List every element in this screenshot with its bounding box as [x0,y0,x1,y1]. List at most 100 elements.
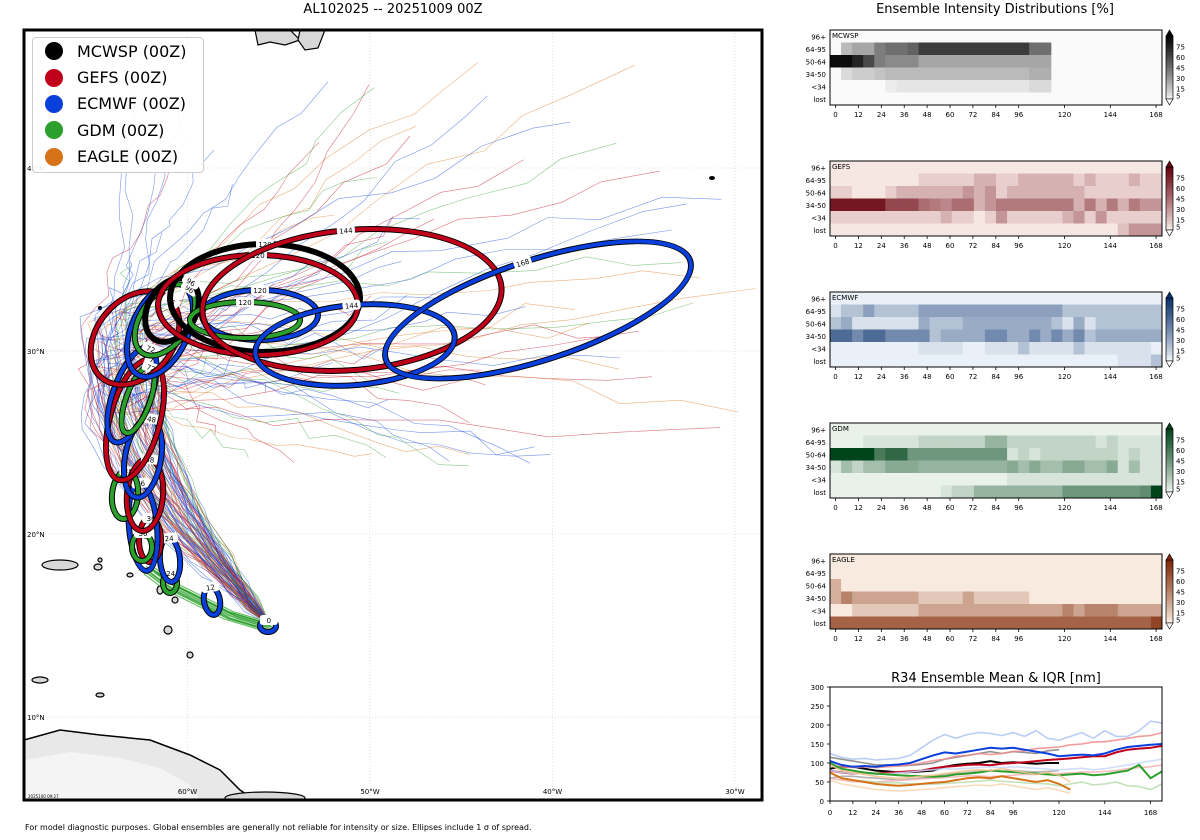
heatmap-xtick-label-2-8: 96 [1014,373,1023,381]
heatmap-xtick-label-0-10: 144 [1104,111,1118,119]
heat-cell-2-5-11 [951,354,964,368]
heat-cell-2-0-28 [1139,292,1152,305]
colorbar-seg-0-19 [1166,36,1173,40]
heat-cell-1-0-23 [1084,161,1096,174]
heat-cell-4-4-5 [885,604,897,617]
colorbar-tick-0-5: 5 [1176,93,1180,101]
heat-cell-3-4-9 [929,473,942,486]
heat-cell-0-5-3 [863,92,875,106]
ellipse-label-17: 120 [258,241,271,249]
heat-cell-2-0-6 [896,292,908,305]
heat-cell-1-2-1 [841,186,853,199]
heat-cell-2-5-14 [984,354,997,368]
heat-cell-3-5-15 [996,485,1008,499]
heat-cell-4-1-10 [940,566,953,580]
heatmap-xtick-label-2-3: 36 [900,373,909,381]
heat-cell-0-2-3 [863,55,875,68]
heat-cell-4-4-26 [1117,604,1130,617]
heat-cell-1-2-23 [1084,186,1096,199]
heat-cell-2-1-17 [1018,304,1030,318]
heat-cell-2-2-3 [863,317,875,330]
heat-cell-0-1-15 [996,42,1008,56]
heatmap-row-label-4-3: 34-50 [806,595,826,603]
heat-cell-2-5-6 [896,354,908,368]
heatmap-xtick-label-0-6: 72 [968,111,977,119]
colorbar-seg-2-11 [1166,323,1173,327]
heat-cell-0-3-6 [896,67,908,81]
heatmap-row-label-3-5: lost [813,489,826,497]
heat-cell-4-0-13 [973,554,986,567]
heat-cell-4-0-16 [1007,554,1019,567]
heat-cell-1-5-9 [929,223,942,237]
heat-cell-0-2-19 [1040,55,1052,68]
heat-cell-3-4-18 [1029,473,1041,486]
map-title: AL102025 -- 20251009 00Z [303,2,483,17]
heatmap-xtick-label-1-1: 12 [854,242,863,250]
heat-cell-1-5-11 [951,223,964,237]
colorbar-bottom-arrow-0 [1165,98,1174,106]
heat-cell-3-4-3 [863,473,875,486]
heat-cell-0-2-22 [1073,55,1085,68]
heat-cell-0-0-14 [984,30,997,43]
heatmap-xtick-label-3-10: 144 [1104,504,1118,512]
heatmap-row-label-4-2: 50-64 [806,582,827,590]
heat-cell-1-2-21 [1062,186,1074,199]
heat-cell-2-1-4 [874,304,886,318]
heat-cell-1-5-7 [907,223,919,237]
heat-cell-4-4-24 [1095,604,1108,617]
heat-cell-4-4-12 [962,604,975,617]
heat-cell-2-3-9 [929,329,942,343]
heat-cell-1-4-27 [1128,211,1141,224]
heat-cell-0-1-3 [863,42,875,56]
heat-cell-1-5-25 [1106,223,1119,237]
heat-cell-3-4-13 [973,473,986,486]
heat-cell-3-0-1 [841,423,853,436]
heat-cell-2-2-9 [929,317,942,330]
heat-cell-2-3-25 [1106,329,1119,343]
heat-cell-4-4-20 [1051,604,1063,617]
heat-cell-0-3-28 [1139,67,1152,81]
heat-cell-2-3-10 [940,329,953,343]
ellipse-label-7: 48 [124,468,134,477]
heat-cell-3-3-15 [996,460,1008,474]
heat-cell-0-4-28 [1139,80,1152,93]
heat-cell-3-1-20 [1051,435,1063,449]
heat-cell-2-3-6 [896,329,908,343]
colorbar-seg-4-11 [1166,585,1173,589]
land-shade [24,752,200,800]
heat-cell-1-2-11 [951,186,964,199]
heat-cell-0-1-10 [940,42,953,56]
heatmap-xtick-label-1-6: 72 [968,242,977,250]
heat-cell-4-2-6 [896,579,908,592]
colorbar-seg-2-12 [1166,320,1173,324]
heat-cell-0-5-27 [1128,92,1141,106]
heat-cell-3-0-19 [1040,423,1052,436]
r34-xtick-label-1: 12 [848,809,857,817]
r34-ytick-label-3: 150 [811,741,824,749]
heat-cell-0-4-22 [1073,80,1085,93]
heat-cell-0-4-16 [1007,80,1019,93]
heat-cell-2-2-16 [1007,317,1019,330]
heatmap-xtick-label-0-8: 96 [1014,111,1023,119]
heat-cell-0-1-27 [1128,42,1141,56]
heatmap-xtick-label-2-2: 24 [877,373,886,381]
colorbar-seg-0-15 [1166,48,1173,53]
heat-cell-0-5-4 [874,92,886,106]
heat-cell-2-1-27 [1128,304,1141,318]
heat-cell-0-4-9 [929,80,942,93]
heat-cell-4-4-4 [874,604,886,617]
heat-cell-2-4-4 [874,342,886,355]
heat-cell-3-3-4 [874,460,886,474]
heat-cell-2-2-10 [940,317,953,330]
ellipse-label-4: 36 [147,515,156,523]
heat-cell-4-1-15 [996,566,1008,580]
model-legend: MCWSP (00Z) GEFS (00Z) ECMWF (00Z) GDM (… [32,37,204,173]
r34-series-10 [829,771,1163,791]
heat-cell-2-1-28 [1139,304,1152,318]
heatmap-row-label-4-4: <34 [811,607,826,615]
heat-cell-2-2-1 [841,317,853,330]
heat-cell-4-3-11 [951,591,964,605]
heat-cell-2-4-27 [1128,342,1141,355]
heat-cell-3-0-24 [1095,423,1108,436]
heat-cell-4-4-16 [1007,604,1019,617]
